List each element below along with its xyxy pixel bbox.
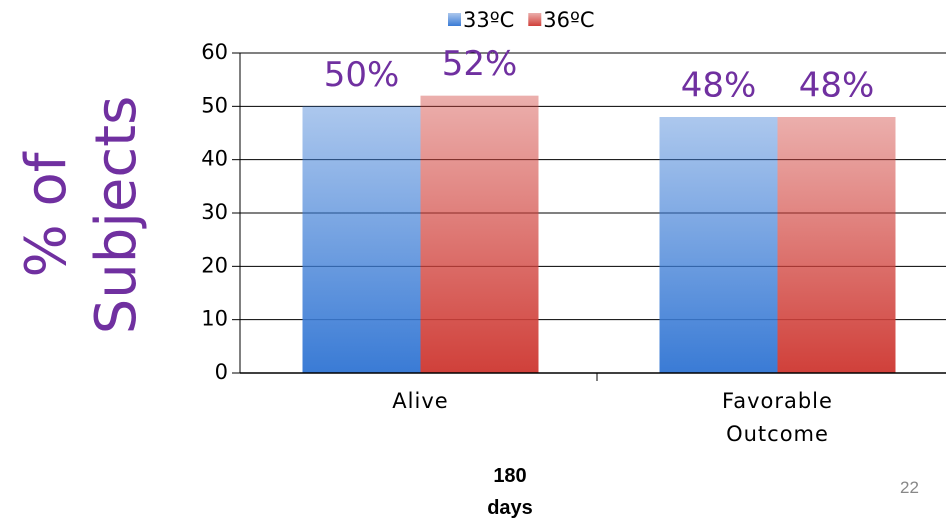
y-tick-label: 10 — [201, 307, 228, 331]
data-label: 48% — [799, 66, 875, 106]
y-axis-label-line: % of — [14, 151, 79, 277]
y-tick-label: 0 — [215, 360, 228, 384]
y-tick-label: 60 — [201, 40, 228, 64]
y-tick-label: 40 — [201, 147, 228, 171]
y-tick-label: 20 — [201, 253, 228, 277]
legend-swatch — [528, 13, 542, 26]
bar — [420, 95, 539, 374]
data-label: 48% — [681, 66, 757, 106]
x-tick-label: Favorable Outcome — [722, 389, 833, 446]
bar — [777, 117, 896, 373]
y-axis-label: % ofSubjects — [14, 96, 149, 335]
data-label: 52% — [442, 44, 518, 84]
legend-label: 36ºC — [543, 8, 594, 32]
y-axis-label-line: Subjects — [84, 96, 149, 335]
legend-swatch — [448, 13, 461, 26]
bar — [302, 106, 421, 373]
data-label: 50% — [324, 55, 400, 95]
legend-label: 33ºC — [463, 8, 514, 32]
x-tick-label: Alive — [392, 389, 449, 413]
y-tick-label: 50 — [201, 93, 228, 117]
footer: 180 days — [487, 465, 533, 519]
bar — [659, 117, 778, 373]
y-tick-label: 30 — [201, 200, 228, 224]
page-number: 22 — [900, 478, 919, 497]
